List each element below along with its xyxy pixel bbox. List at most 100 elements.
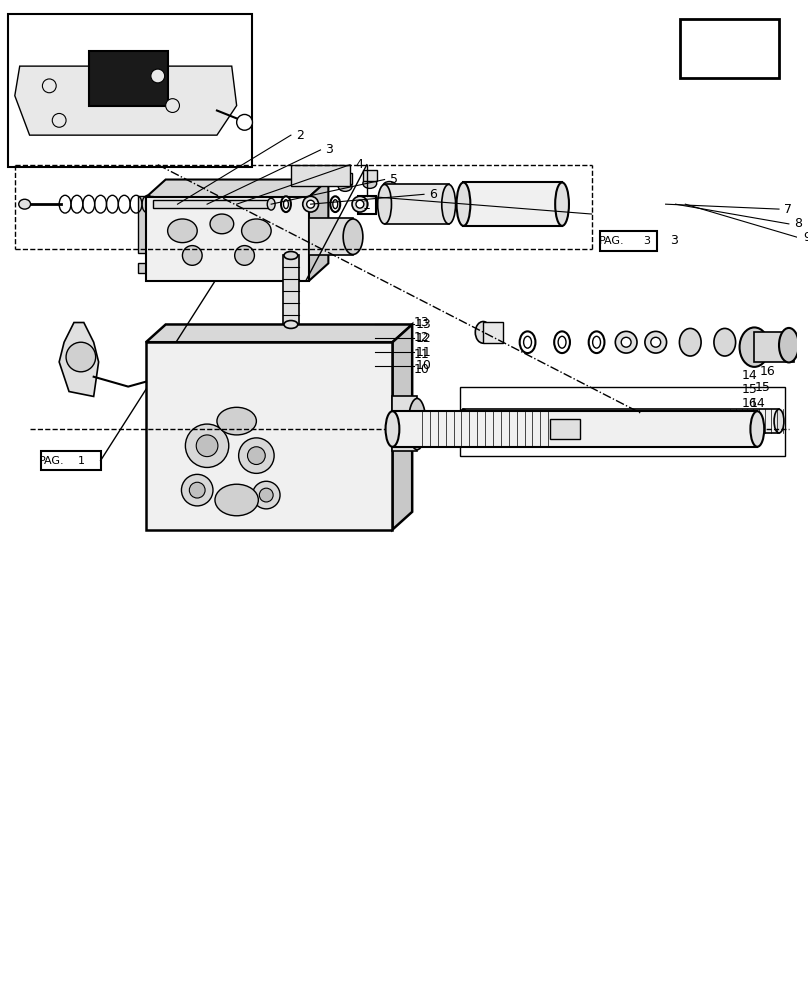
Text: 2: 2	[296, 129, 304, 142]
Text: 11: 11	[416, 346, 432, 359]
Bar	[339, 173, 352, 184]
Bar	[393, 396, 417, 451]
Ellipse shape	[774, 409, 784, 433]
Ellipse shape	[385, 411, 399, 447]
Polygon shape	[138, 196, 153, 253]
Ellipse shape	[457, 182, 470, 226]
Text: PAG.: PAG.	[599, 236, 625, 246]
Circle shape	[307, 200, 314, 208]
Bar	[146, 197, 309, 281]
Ellipse shape	[377, 184, 391, 224]
Text: 12: 12	[415, 331, 430, 344]
Bar	[153, 200, 271, 208]
Text: 1: 1	[78, 456, 84, 466]
Text: 10: 10	[415, 363, 430, 376]
Ellipse shape	[242, 219, 271, 243]
Text: 12: 12	[416, 332, 432, 345]
Ellipse shape	[554, 331, 570, 353]
Ellipse shape	[558, 336, 566, 348]
Text: 1: 1	[363, 199, 371, 212]
Ellipse shape	[408, 398, 426, 450]
Circle shape	[303, 196, 318, 212]
Bar	[464, 182, 562, 226]
Text: 9: 9	[804, 231, 808, 244]
Bar	[600, 231, 657, 251]
Text: 3: 3	[671, 234, 679, 247]
Circle shape	[183, 246, 202, 265]
Ellipse shape	[281, 196, 291, 212]
Polygon shape	[59, 323, 99, 396]
Text: 14: 14	[750, 397, 765, 410]
Text: 3: 3	[643, 236, 650, 246]
Text: 8: 8	[793, 217, 802, 230]
Circle shape	[645, 331, 667, 353]
Ellipse shape	[555, 182, 569, 226]
Ellipse shape	[284, 321, 298, 328]
Circle shape	[196, 435, 218, 457]
Circle shape	[182, 474, 213, 506]
Text: 5: 5	[389, 173, 398, 186]
Circle shape	[650, 337, 661, 347]
Circle shape	[185, 424, 229, 467]
Bar	[550, 419, 580, 439]
Text: 10: 10	[416, 359, 432, 372]
Polygon shape	[393, 324, 412, 530]
Ellipse shape	[739, 327, 769, 367]
Ellipse shape	[19, 199, 31, 209]
Bar	[41, 451, 100, 470]
Bar	[363, 170, 377, 181]
Circle shape	[238, 438, 274, 473]
Circle shape	[616, 331, 637, 353]
Circle shape	[53, 113, 66, 127]
Ellipse shape	[442, 184, 456, 224]
Bar	[483, 322, 503, 343]
Bar	[755, 332, 793, 362]
Ellipse shape	[333, 200, 338, 209]
Ellipse shape	[714, 328, 735, 356]
Ellipse shape	[215, 484, 259, 516]
Text: 15: 15	[742, 383, 757, 396]
Bar	[283, 255, 299, 324]
Bar	[89, 51, 167, 106]
Circle shape	[166, 99, 179, 112]
Circle shape	[259, 488, 273, 502]
Circle shape	[66, 342, 95, 372]
Circle shape	[151, 69, 165, 83]
Ellipse shape	[524, 336, 532, 348]
Ellipse shape	[779, 328, 799, 362]
Bar	[460, 387, 785, 456]
Ellipse shape	[210, 214, 234, 234]
Bar	[385, 184, 448, 224]
Polygon shape	[309, 180, 328, 281]
Ellipse shape	[383, 181, 397, 191]
Circle shape	[189, 482, 205, 498]
Ellipse shape	[217, 407, 256, 435]
Ellipse shape	[330, 196, 340, 212]
Ellipse shape	[589, 331, 604, 353]
Text: 13: 13	[415, 316, 430, 329]
Ellipse shape	[267, 198, 275, 210]
Bar	[309, 218, 353, 255]
Bar	[291, 165, 350, 186]
Circle shape	[356, 200, 364, 208]
Ellipse shape	[284, 252, 298, 259]
Ellipse shape	[592, 336, 600, 348]
Text: PAG.: PAG.	[39, 456, 64, 466]
Circle shape	[247, 447, 265, 465]
Ellipse shape	[363, 179, 377, 188]
Polygon shape	[146, 180, 328, 197]
Circle shape	[237, 114, 252, 130]
Polygon shape	[690, 46, 710, 66]
Text: 4: 4	[355, 158, 363, 171]
Text: 15: 15	[755, 381, 770, 394]
Text: 16: 16	[742, 397, 757, 410]
Text: 6: 6	[429, 188, 437, 201]
Circle shape	[252, 481, 280, 509]
Polygon shape	[15, 66, 237, 135]
Text: 3: 3	[326, 143, 333, 156]
Ellipse shape	[520, 331, 536, 353]
Bar	[680, 19, 779, 78]
Ellipse shape	[458, 409, 469, 433]
Polygon shape	[146, 324, 412, 342]
Ellipse shape	[167, 219, 197, 243]
